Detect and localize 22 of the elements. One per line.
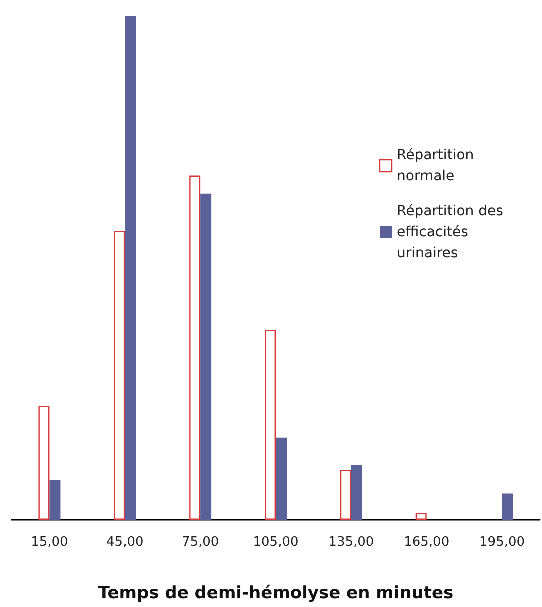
bar [265, 330, 276, 520]
bar [502, 494, 514, 520]
x-tick-label: 15,00 [31, 535, 68, 550]
x-tick-label: 45,00 [106, 535, 144, 550]
bar [340, 470, 352, 520]
x-tick-label: 195,00 [480, 535, 526, 550]
x-tick-label: 165,00 [404, 535, 450, 550]
bar [38, 406, 50, 520]
bar [125, 16, 136, 520]
x-axis-title: Temps de demi-hémolyse en minutes [98, 584, 454, 604]
x-tick-label: 135,00 [328, 535, 374, 550]
legend-label: Répartition normale [397, 148, 479, 184]
bar [50, 480, 61, 520]
bar [351, 465, 362, 520]
bar [114, 231, 126, 520]
bar [276, 438, 287, 520]
bar [416, 512, 427, 520]
x-tick-label: 75,00 [182, 535, 220, 550]
bar [190, 176, 201, 520]
legend-label: Répartition des efficacités urinaires [397, 204, 508, 262]
bar [200, 194, 212, 520]
x-tick-label: 105,00 [253, 535, 299, 550]
